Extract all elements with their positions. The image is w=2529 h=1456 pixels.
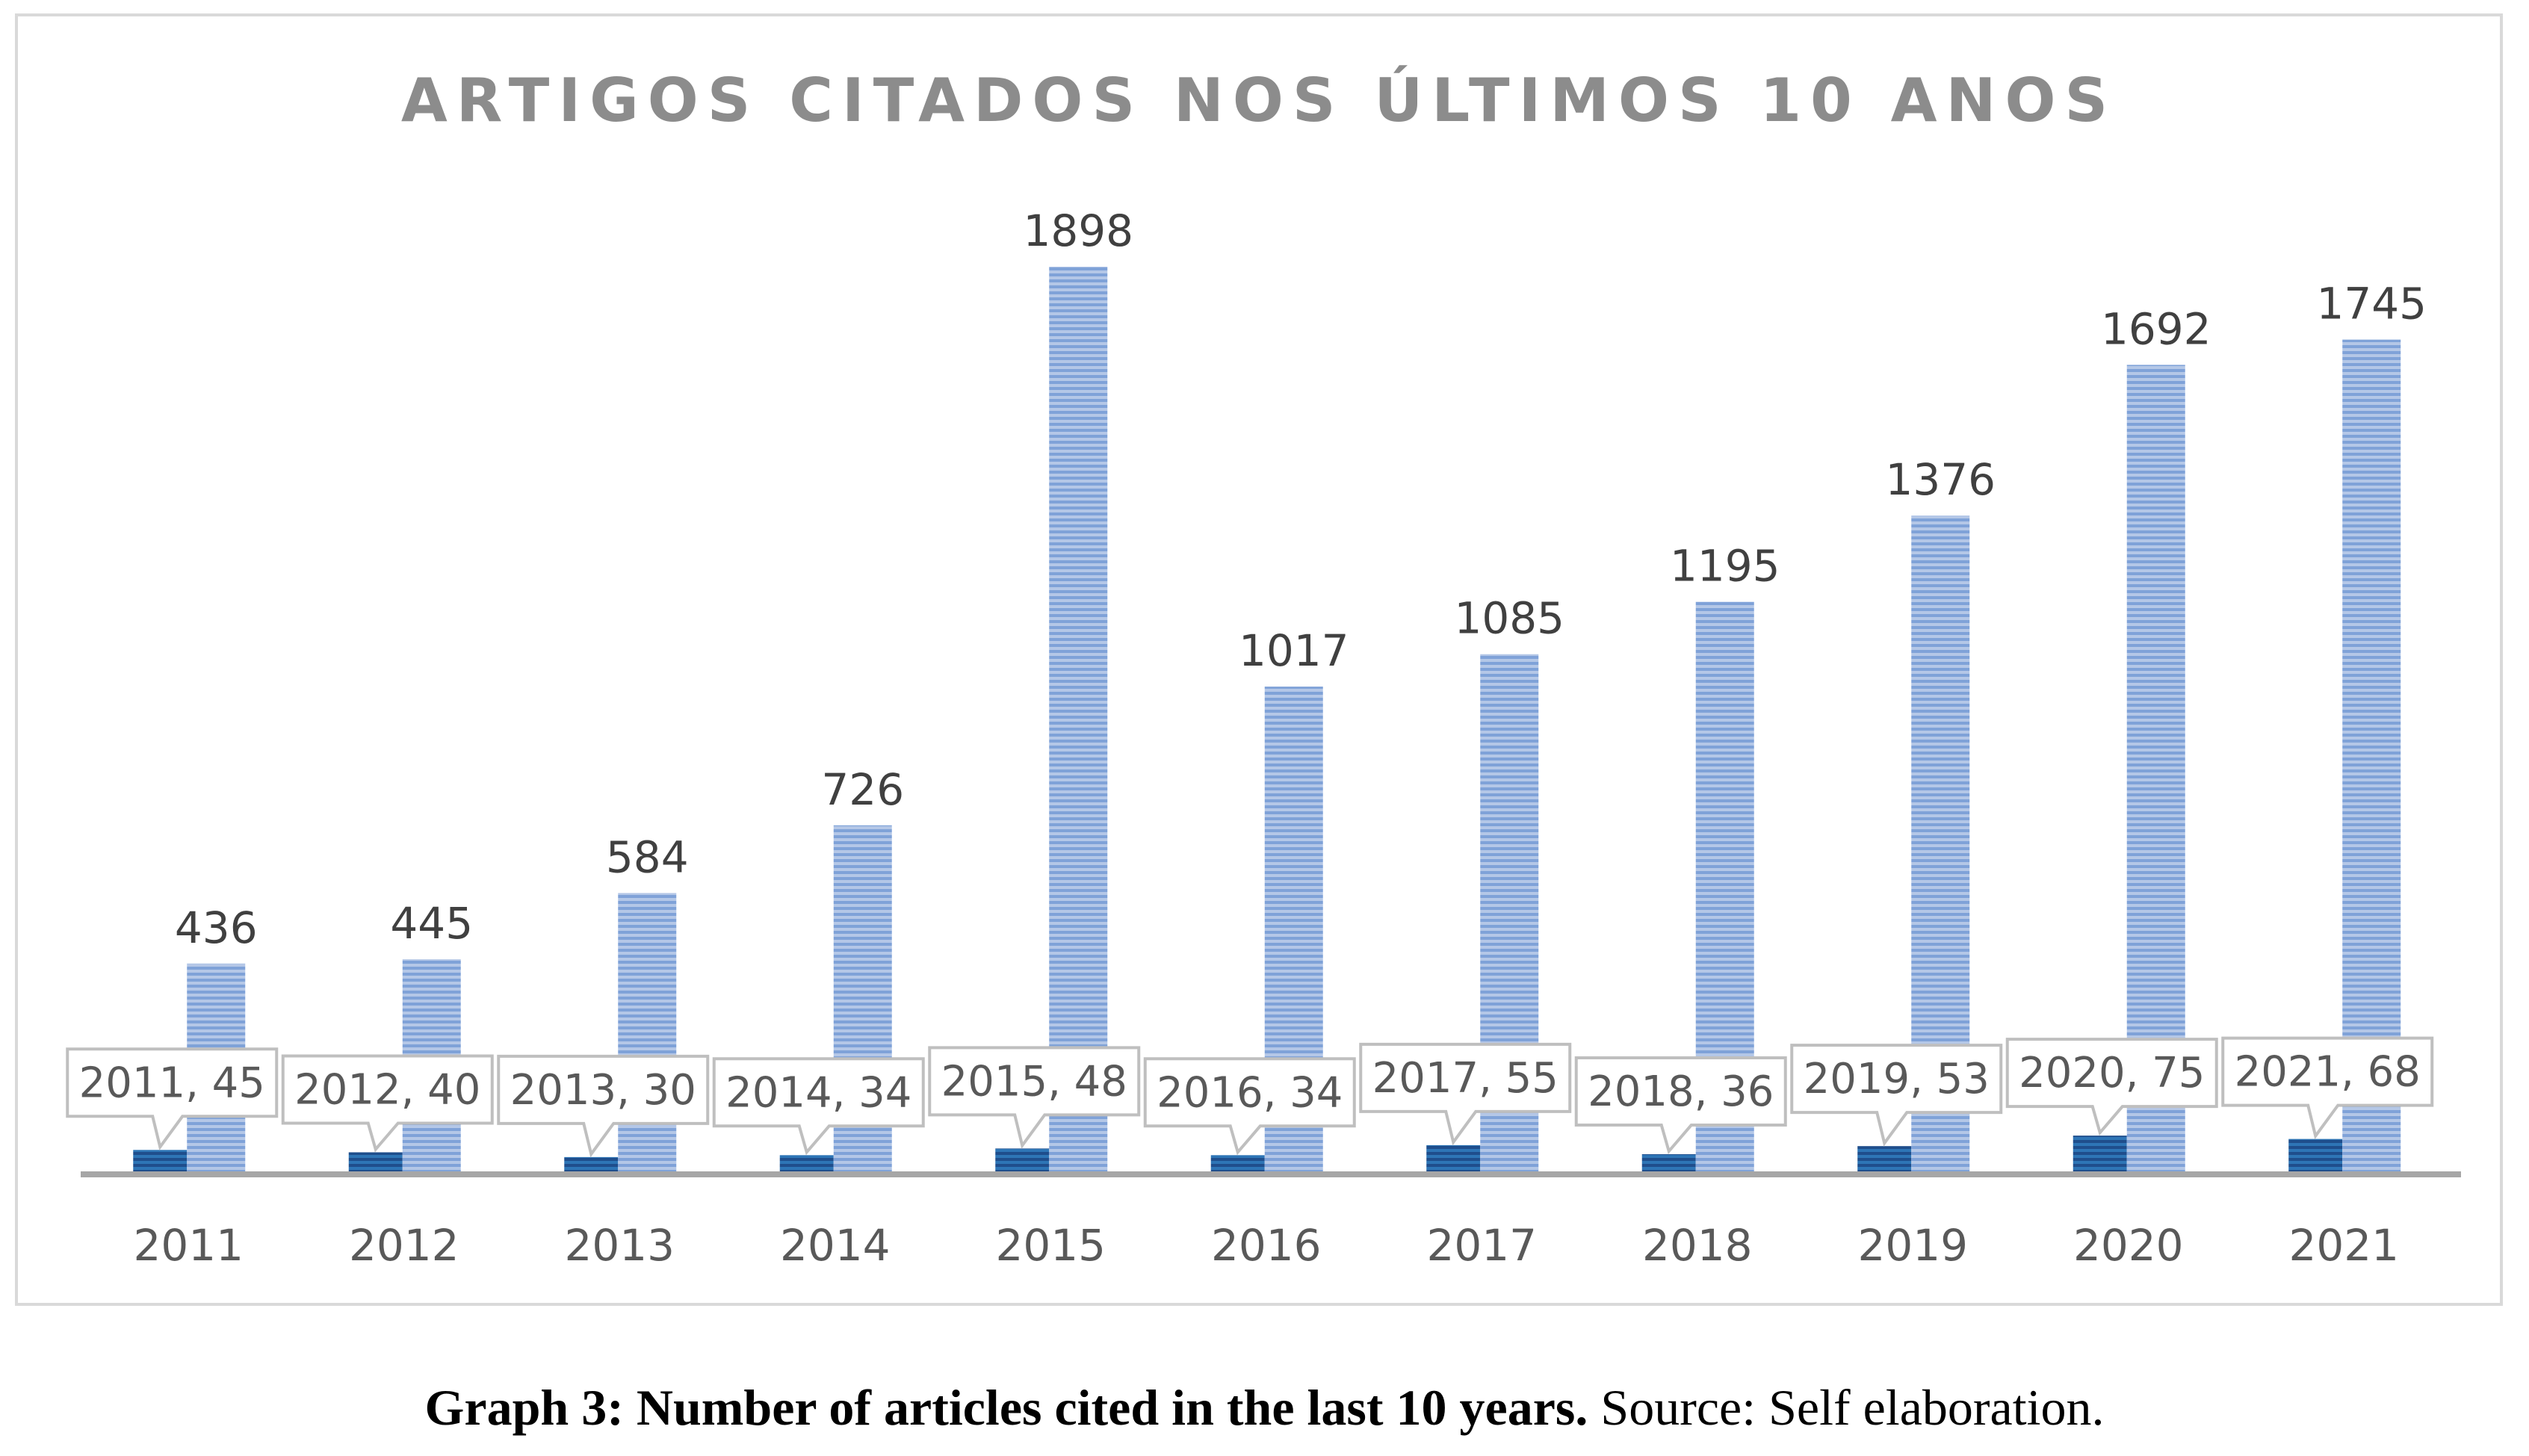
callout-box-2013	[497, 1054, 710, 1158]
figure-caption: Graph 3: Number of articles cited in the…	[0, 1378, 2529, 1437]
bar-citations-2015	[1049, 267, 1108, 1171]
callout-box-2016	[1143, 1057, 1356, 1156]
x-tick-label-2016: 2016	[1211, 1220, 1322, 1271]
callout-box-2017	[1359, 1042, 1572, 1146]
data-label-citations-2019: 1376	[1885, 454, 1996, 505]
callout-box-2021	[2221, 1036, 2434, 1140]
x-tick-label-2011: 2011	[133, 1220, 244, 1271]
data-label-citations-2017: 1085	[1454, 593, 1564, 644]
bar-articles-2017	[1426, 1144, 1481, 1171]
callout-box-2015	[928, 1046, 1141, 1150]
x-tick-label-2017: 2017	[1426, 1220, 1537, 1271]
bar-citations-2013	[618, 893, 677, 1171]
data-label-citations-2012: 445	[390, 898, 473, 949]
callout-box-2011	[66, 1047, 279, 1150]
x-tick-label-2021: 2021	[2288, 1220, 2399, 1271]
x-tick-label-2014: 2014	[780, 1220, 891, 1271]
caption-title: Graph 3: Number of articles cited in the…	[424, 1379, 1588, 1436]
data-label-citations-2016: 1017	[1239, 625, 1349, 676]
data-label-articles-2019: 2019, 53	[1804, 1055, 1990, 1103]
caption-source: Source: Self elaboration.	[1588, 1379, 2105, 1436]
x-tick-label-2012: 2012	[349, 1220, 459, 1271]
chart-frame: ARTIGOS CITADOS NOS ÚLTIMOS 10 ANOS 436 2…	[15, 13, 2503, 1306]
callout-box-2020	[2005, 1038, 2218, 1136]
callout-box-2012	[281, 1054, 494, 1153]
bar-citations-2021	[2342, 339, 2401, 1171]
data-label-citations-2020: 1692	[2101, 303, 2211, 354]
callout-box-2018	[1574, 1056, 1787, 1155]
data-label-citations-2011: 436	[175, 902, 258, 953]
data-label-articles-2016: 2016, 34	[1157, 1068, 1343, 1117]
data-label-citations-2014: 726	[821, 764, 904, 815]
chart-title: ARTIGOS CITADOS NOS ÚLTIMOS 10 ANOS	[401, 65, 2117, 135]
bar-articles-2011	[133, 1150, 188, 1171]
bar-citations-2020	[2126, 365, 2185, 1171]
bar-articles-2014	[779, 1155, 834, 1171]
callout-box-2019	[1790, 1044, 2003, 1147]
bar-articles-2013	[564, 1156, 619, 1171]
bar-articles-2012	[348, 1152, 403, 1171]
data-label-articles-2015: 2015, 48	[941, 1057, 1127, 1106]
bar-chart: ARTIGOS CITADOS NOS ÚLTIMOS 10 ANOS 436 2…	[66, 65, 2461, 1271]
bar-articles-2021	[2288, 1139, 2343, 1171]
data-label-articles-2020: 2020, 75	[2019, 1049, 2205, 1097]
callout-box-2014	[712, 1057, 925, 1156]
bar-articles-2018	[1641, 1154, 1696, 1171]
bar-articles-2015	[995, 1148, 1050, 1171]
data-label-articles-2011: 2011, 45	[79, 1059, 265, 1107]
data-label-articles-2013: 2013, 30	[510, 1066, 696, 1115]
data-label-citations-2015: 1898	[1023, 205, 1133, 256]
bar-articles-2016	[1210, 1155, 1265, 1171]
data-label-articles-2012: 2012, 40	[294, 1065, 480, 1114]
bar-articles-2019	[1857, 1146, 1912, 1171]
data-label-articles-2018: 2018, 36	[1588, 1068, 1774, 1116]
data-label-articles-2017: 2017, 55	[1372, 1054, 1558, 1103]
data-label-citations-2013: 584	[606, 831, 689, 882]
data-label-citations-2021: 1745	[2316, 279, 2427, 329]
bar-articles-2020	[2073, 1136, 2127, 1171]
x-tick-label-2019: 2019	[1857, 1220, 1968, 1271]
x-tick-label-2020: 2020	[2073, 1220, 2184, 1271]
data-label-articles-2014: 2014, 34	[725, 1068, 911, 1117]
data-label-citations-2018: 1195	[1670, 541, 1780, 592]
x-tick-label-2015: 2015	[995, 1220, 1106, 1271]
x-tick-label-2018: 2018	[1642, 1220, 1753, 1271]
data-label-articles-2021: 2021, 68	[2235, 1048, 2421, 1097]
x-tick-label-2013: 2013	[564, 1220, 675, 1271]
